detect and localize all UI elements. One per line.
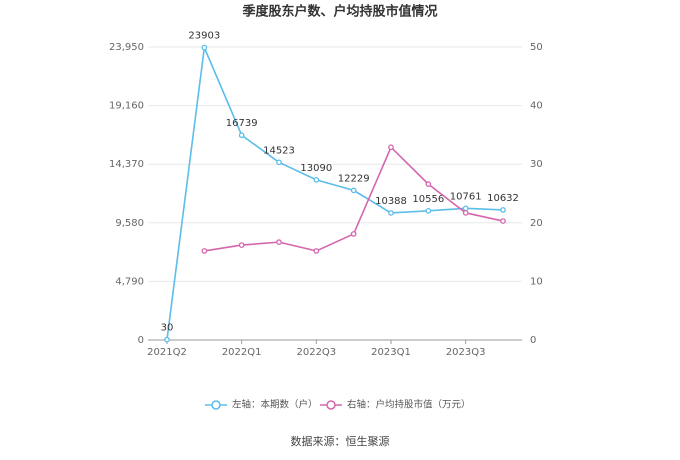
point — [350, 231, 357, 237]
y-tick-label: 0 — [138, 335, 144, 346]
data-label: 12229 — [338, 173, 370, 184]
legend-marker — [326, 400, 336, 410]
y2-tick-label: 30 — [530, 159, 543, 170]
x-tick-label: 2022Q3 — [296, 347, 336, 358]
data-label: 13090 — [300, 163, 332, 174]
data-label: 10761 — [450, 191, 482, 202]
y-tick-label: 9,580 — [115, 218, 144, 229]
data-label: 14523 — [263, 145, 295, 156]
point — [500, 207, 506, 213]
y2-tick-label: 50 — [530, 42, 543, 53]
point — [313, 248, 320, 254]
point — [462, 209, 469, 216]
x-tick-label: 2023Q1 — [371, 347, 411, 358]
y-tick-label: 4,790 — [115, 276, 144, 287]
point — [276, 159, 282, 166]
point — [201, 248, 208, 254]
series-line — [166, 44, 504, 340]
x-tick-label: 2021Q2 — [147, 347, 187, 358]
point — [276, 239, 282, 245]
point — [238, 242, 245, 248]
chart-title: 季度股东户数、户均持股市值情况 — [241, 4, 437, 20]
legend-label: 左轴：本期数（户） — [232, 399, 318, 411]
data-label: 30 — [161, 323, 174, 334]
legend-marker — [211, 400, 221, 410]
data-label: 16739 — [226, 118, 258, 129]
point — [462, 205, 469, 212]
point — [388, 210, 394, 216]
point — [425, 181, 432, 187]
point — [238, 132, 245, 139]
y2-tick-label: 40 — [530, 101, 543, 112]
data-label: 10632 — [487, 193, 519, 204]
data-label: 10388 — [375, 196, 407, 207]
source: 数据来源：恒生聚源 — [291, 434, 390, 448]
point — [201, 44, 208, 51]
legend-label: 右轴：户均持股市值（万元） — [347, 399, 471, 411]
point — [164, 336, 170, 343]
point — [500, 218, 506, 224]
data-label: 23903 — [188, 31, 220, 42]
y2-tick-label: 20 — [530, 218, 543, 229]
y-tick-label: 19,160 — [109, 101, 144, 112]
point — [313, 177, 320, 183]
data-label: 10556 — [412, 194, 444, 205]
y-tick-label: 23,950 — [109, 42, 144, 53]
x-tick-label: 2022Q1 — [222, 347, 262, 358]
y-tick-label: 14,370 — [109, 159, 144, 170]
y2-tick-label: 0 — [530, 335, 536, 346]
y2-tick-label: 10 — [530, 276, 543, 287]
point — [425, 208, 432, 214]
point — [388, 144, 394, 151]
point — [350, 187, 357, 194]
x-tick-label: 2023Q3 — [446, 347, 486, 358]
